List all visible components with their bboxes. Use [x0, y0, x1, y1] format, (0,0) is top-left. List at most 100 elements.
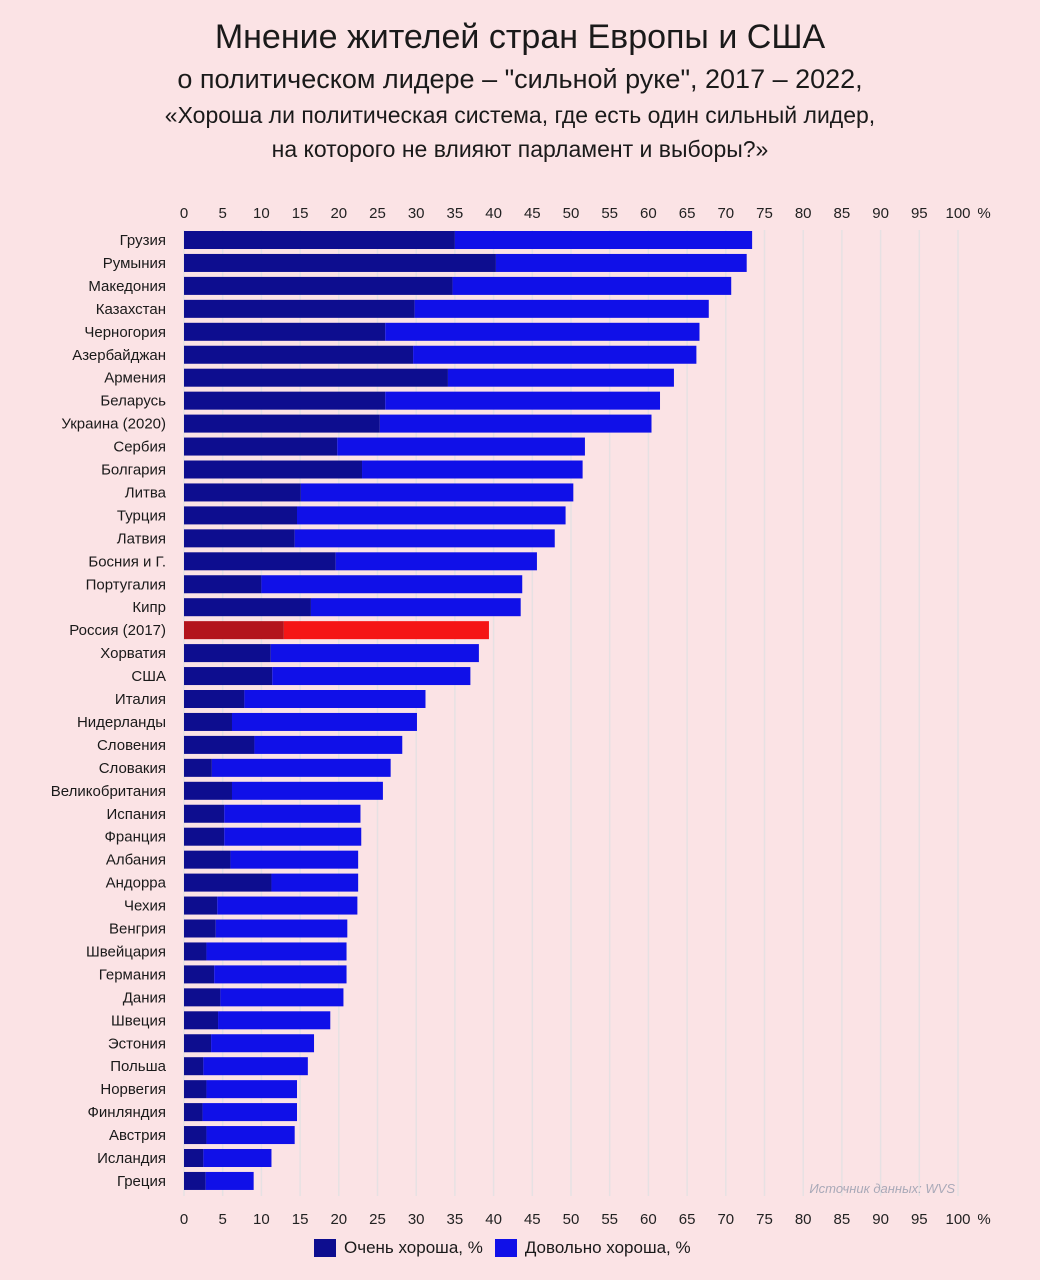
bar-fairly-good [217, 896, 358, 915]
category-label: США [131, 668, 166, 685]
chart-title: Мнение жителей стран Европы и США [214, 18, 826, 56]
category-label: Швеция [111, 1012, 166, 1029]
x-tick-label-top: 45 [524, 205, 541, 222]
bar-very-good [184, 368, 448, 387]
category-label: Венгрия [109, 921, 166, 938]
bar-fairly-good [231, 712, 417, 731]
bar-very-good [184, 919, 216, 938]
x-tick-label-top: 70 [717, 205, 734, 222]
x-tick-label-top: 35 [447, 205, 464, 222]
bar-fairly-good [230, 850, 359, 869]
bar-very-good [184, 781, 232, 800]
bar-very-good [184, 1034, 212, 1053]
bar-very-good [184, 873, 272, 892]
category-label: Германия [99, 966, 166, 983]
x-tick-label-top: 55 [601, 205, 618, 222]
x-tick-label-top: 20 [330, 205, 347, 222]
category-label: Чехия [124, 898, 166, 915]
bar-very-good [184, 712, 232, 731]
category-label: Словакия [99, 760, 166, 777]
bar-fairly-good [211, 1034, 315, 1053]
category-label: Казахстан [96, 301, 166, 318]
chart-titles: Мнение жителей стран Европы и США о поли… [0, 14, 1040, 166]
category-label: Босния и Г. [88, 553, 166, 570]
bar-very-good [184, 758, 212, 777]
bar-fairly-good [270, 644, 479, 663]
x-tick-label-bottom: 80 [795, 1211, 812, 1228]
category-label: Хорватия [100, 645, 166, 662]
category-label: Литва [125, 484, 167, 501]
x-tick-label-top: 90 [872, 205, 889, 222]
bar-fairly-good [215, 919, 348, 938]
x-tick-label-bottom: 25 [369, 1211, 386, 1228]
category-label: Словения [97, 737, 166, 754]
x-tick-label-top: 40 [485, 205, 502, 222]
x-tick-label-top: 75 [756, 205, 773, 222]
bar-fairly-good [300, 483, 574, 502]
bar-very-good [184, 690, 245, 708]
bar-very-good [184, 1057, 204, 1076]
bar-very-good [184, 598, 311, 617]
bar-fairly-good [205, 1171, 254, 1190]
legend-item-very-good: Очень хороша, % [314, 1238, 483, 1258]
bar-fairly-good [447, 368, 674, 387]
bar-very-good [184, 827, 225, 846]
x-tick-label-top: 100 [945, 205, 970, 222]
bar-fairly-good [224, 804, 361, 823]
x-tick-label-bottom: 75 [756, 1211, 773, 1228]
bar-very-good [184, 299, 415, 318]
legend-item-fairly-good: Довольно хороша, % [494, 1238, 691, 1258]
bar-fairly-good [206, 942, 347, 961]
x-tick-label-bottom: 50 [563, 1211, 580, 1228]
category-label: Албания [106, 852, 166, 869]
x-unit-bottom: % [977, 1211, 990, 1228]
category-label: Швейцария [86, 943, 166, 960]
category-label: Армения [104, 370, 166, 387]
chart-subtitle: о политическом лидере – "сильной руке", … [177, 64, 863, 94]
x-tick-label-top: 65 [679, 205, 696, 222]
category-label: Латвия [117, 530, 166, 547]
x-tick-label-bottom: 95 [911, 1211, 928, 1228]
bar-fairly-good [202, 1103, 298, 1122]
bar-very-good [184, 1080, 207, 1099]
x-tick-label-top: 80 [795, 205, 812, 222]
bar-very-good [184, 644, 271, 663]
bar-very-good [184, 276, 453, 295]
x-tick-label-bottom: 5 [219, 1211, 227, 1228]
bar-fairly-good [271, 873, 359, 892]
x-tick-label-bottom: 35 [447, 1211, 464, 1228]
bar-very-good [184, 896, 218, 915]
category-label: Андорра [106, 875, 167, 892]
bar-very-good [184, 575, 262, 594]
category-label: Кипр [132, 599, 166, 616]
x-tick-label-bottom: 15 [292, 1211, 309, 1228]
category-label: Россия (2017) [69, 622, 166, 639]
x-tick-label-top: 5 [219, 205, 227, 222]
category-label: Грузия [120, 232, 166, 249]
bar-fairly-good [362, 460, 583, 479]
bar-fairly-good [413, 345, 697, 364]
x-tick-label-bottom: 70 [717, 1211, 734, 1228]
category-label: Румыния [103, 255, 166, 272]
category-label: Дания [123, 989, 166, 1006]
bar-fairly-good [297, 506, 566, 525]
question-line-2: на которого не влияют парламент и выборы… [271, 136, 769, 162]
bar-fairly-good [218, 1011, 331, 1030]
legend: Очень хороша, % Довольно хороша, % [314, 1238, 703, 1258]
source-note: Источник данных: WVS [809, 1181, 955, 1196]
category-label: Норвегия [100, 1081, 166, 1098]
bar-very-good [184, 850, 231, 869]
bar-very-good [184, 1171, 206, 1190]
bar-fairly-good [206, 1080, 298, 1099]
category-label: Австрия [109, 1127, 166, 1144]
x-tick-label-top: 25 [369, 205, 386, 222]
bar-fairly-good [261, 575, 523, 594]
legend-swatch-fairly-good [494, 1239, 517, 1257]
bar-very-good [184, 1149, 204, 1167]
bar-very-good [184, 621, 284, 640]
bar-fairly-good [203, 1149, 272, 1167]
bar-very-good [184, 1011, 219, 1030]
bar-fairly-good [454, 231, 753, 249]
bar-very-good [184, 1126, 207, 1145]
category-label: Нидерланды [77, 714, 166, 731]
